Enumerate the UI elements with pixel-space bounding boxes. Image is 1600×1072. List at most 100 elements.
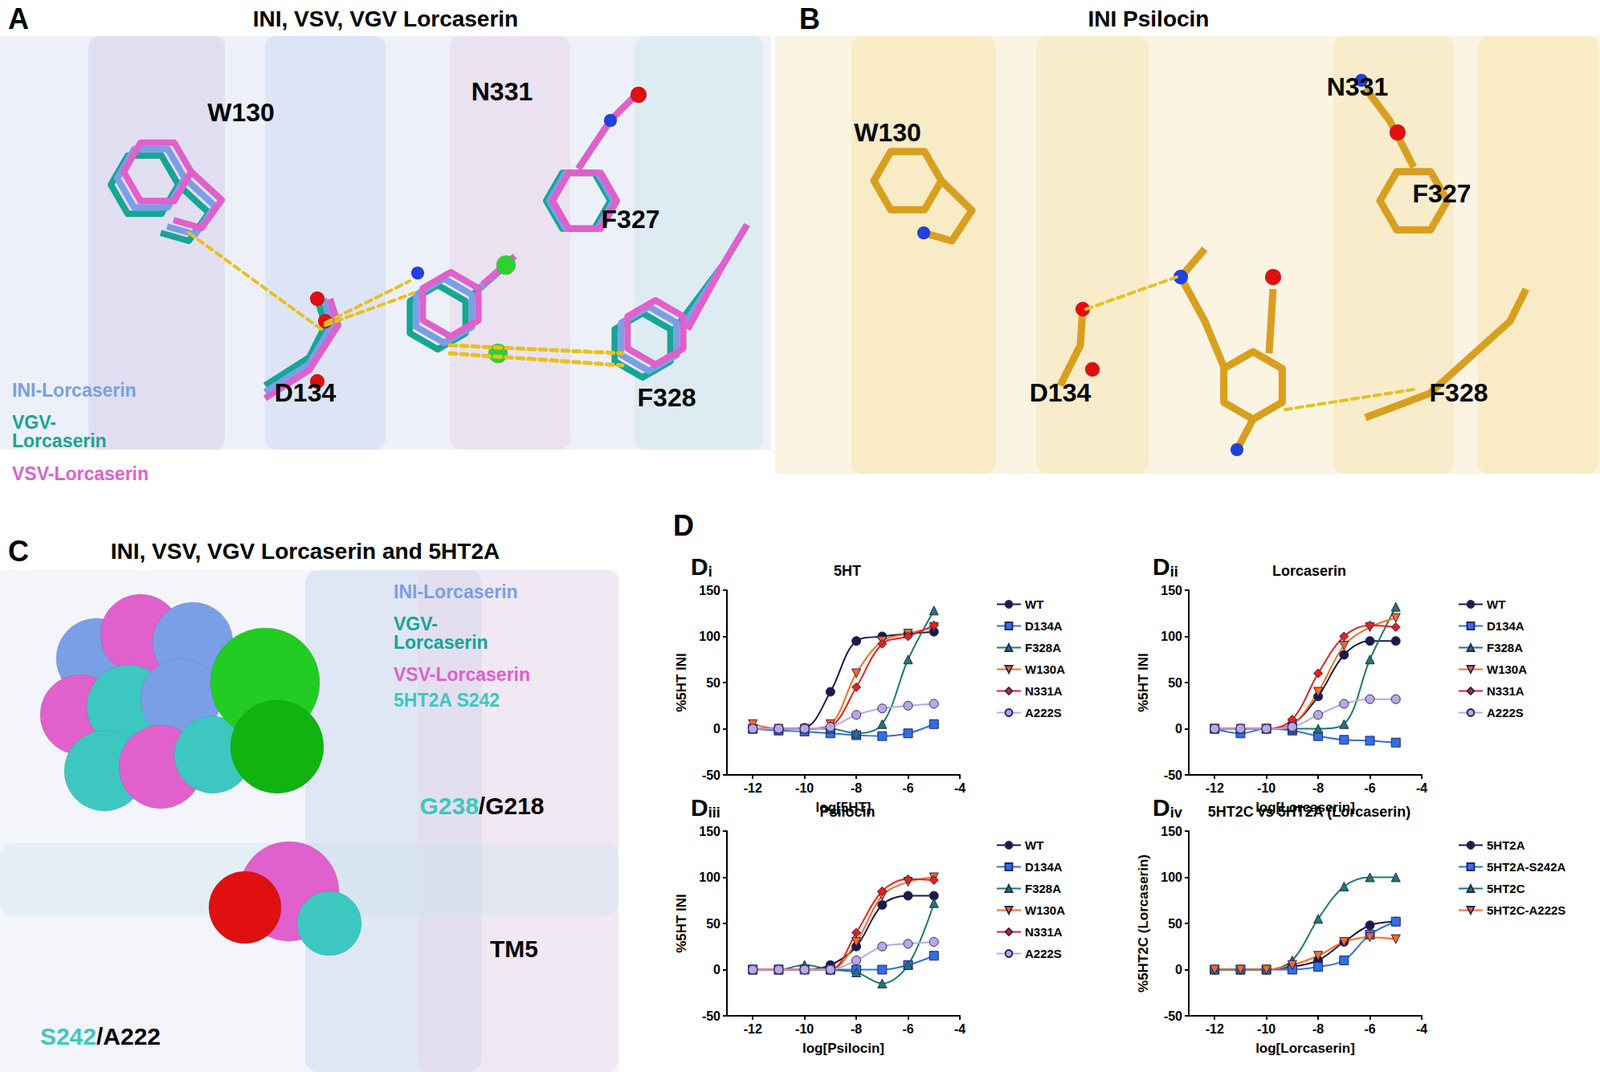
svg-text:D134A: D134A: [1486, 619, 1525, 633]
svg-text:D: D: [1152, 794, 1171, 821]
svg-text:-10: -10: [1257, 781, 1276, 796]
svg-text:INI-Lorcaserin: INI-Lorcaserin: [393, 581, 519, 603]
svg-text:%5HT INI: %5HT INI: [673, 653, 690, 713]
svg-text:F328A: F328A: [1024, 640, 1062, 655]
svg-text:B: B: [799, 2, 821, 36]
svg-text:WT: WT: [1024, 597, 1044, 612]
svg-text:5HT2C: 5HT2C: [1486, 881, 1526, 896]
svg-text:-4: -4: [954, 781, 966, 796]
svg-text:%5HT2C (Lorcaserin): %5HT2C (Lorcaserin): [1135, 854, 1152, 993]
svg-text:5HT2A S242: 5HT2A S242: [393, 689, 500, 711]
svg-text:150: 150: [698, 583, 721, 598]
svg-text:-6: -6: [1363, 1022, 1376, 1037]
svg-text:-4: -4: [954, 1022, 966, 1037]
svg-text:50: 50: [1167, 917, 1183, 931]
svg-text:/A222: /A222: [96, 1023, 161, 1050]
svg-text:-10: -10: [795, 1022, 814, 1037]
svg-text:0: 0: [713, 722, 721, 736]
svg-text:D134A: D134A: [1024, 860, 1063, 874]
svg-text:TM5: TM5: [489, 935, 539, 963]
svg-text:D: D: [690, 794, 709, 821]
svg-text:A: A: [8, 2, 29, 36]
svg-text:ii: ii: [1170, 563, 1179, 580]
svg-text:/G218: /G218: [478, 792, 545, 820]
svg-text:Psilocin: Psilocin: [819, 804, 875, 821]
svg-text:C: C: [8, 534, 29, 568]
svg-text:%5HT INI: %5HT INI: [1135, 653, 1152, 713]
svg-text:100: 100: [698, 870, 721, 885]
svg-text:Lorcaserin: Lorcaserin: [1272, 563, 1347, 580]
svg-text:W130: W130: [207, 97, 275, 127]
svg-text:-4: -4: [1416, 781, 1428, 796]
svg-text:5HT: 5HT: [833, 563, 862, 580]
svg-text:log[Lorcaserin]: log[Lorcaserin]: [1255, 1040, 1356, 1057]
svg-text:150: 150: [1160, 824, 1183, 839]
svg-text:%5HT INI: %5HT INI: [673, 893, 690, 954]
svg-text:5HT2A: 5HT2A: [1486, 838, 1526, 853]
svg-text:D134: D134: [274, 378, 337, 408]
svg-text:-12: -12: [743, 781, 763, 796]
svg-text:150: 150: [698, 824, 721, 839]
svg-text:50: 50: [706, 676, 721, 690]
svg-text:-8: -8: [1312, 781, 1324, 796]
svg-text:-8: -8: [850, 781, 862, 796]
svg-text:WT: WT: [1024, 838, 1044, 853]
svg-text:N331: N331: [1326, 72, 1389, 102]
svg-text:5HT2A-S242A: 5HT2A-S242A: [1486, 860, 1567, 874]
svg-text:F328A: F328A: [1486, 640, 1523, 655]
svg-text:-50: -50: [702, 768, 721, 783]
svg-text:Lorcaserin: Lorcaserin: [12, 430, 107, 452]
svg-text:-50: -50: [702, 1009, 721, 1024]
svg-text:S242: S242: [40, 1023, 97, 1050]
svg-text:0: 0: [1175, 963, 1183, 977]
svg-text:G238: G238: [419, 792, 478, 820]
svg-text:iv: iv: [1170, 804, 1183, 821]
svg-text:VSV-Lorcaserin: VSV-Lorcaserin: [12, 463, 149, 485]
svg-text:Lorcaserin: Lorcaserin: [393, 632, 489, 654]
svg-text:INI, VSV, VGV Lorcaserin and 5: INI, VSV, VGV Lorcaserin and 5HT2A: [110, 538, 500, 564]
svg-text:D: D: [690, 553, 709, 580]
svg-text:i: i: [708, 563, 713, 580]
svg-text:0: 0: [1175, 722, 1183, 736]
svg-text:N331A: N331A: [1024, 925, 1063, 939]
svg-text:-6: -6: [902, 1022, 914, 1037]
svg-text:D: D: [1152, 553, 1171, 580]
svg-text:-50: -50: [1163, 768, 1183, 783]
svg-text:A222S: A222S: [1486, 706, 1524, 720]
svg-text:5HT2C vs 5HT2A (Lorcaserin): 5HT2C vs 5HT2A (Lorcaserin): [1208, 804, 1411, 821]
svg-text:-12: -12: [743, 1022, 763, 1037]
svg-text:INI, VSV, VGV Lorcaserin: INI, VSV, VGV Lorcaserin: [253, 6, 519, 32]
svg-text:W130A: W130A: [1024, 903, 1066, 918]
svg-text:150: 150: [1160, 583, 1183, 598]
svg-text:log[Psilocin]: log[Psilocin]: [802, 1040, 885, 1057]
svg-text:N331A: N331A: [1024, 684, 1063, 698]
svg-text:F328A: F328A: [1024, 881, 1062, 896]
svg-text:0: 0: [713, 963, 721, 977]
svg-text:F328: F328: [637, 383, 697, 413]
svg-text:W130: W130: [853, 118, 922, 147]
svg-text:F328: F328: [1429, 378, 1489, 408]
svg-text:-8: -8: [850, 1022, 862, 1037]
svg-text:iii: iii: [708, 804, 721, 821]
svg-text:D: D: [673, 509, 694, 543]
svg-text:100: 100: [1160, 629, 1183, 644]
svg-text:N331A: N331A: [1486, 684, 1525, 698]
svg-text:-4: -4: [1416, 1022, 1428, 1037]
svg-text:-6: -6: [902, 781, 914, 796]
svg-text:A222S: A222S: [1024, 946, 1062, 961]
svg-text:50: 50: [1167, 676, 1183, 690]
svg-text:N331: N331: [471, 77, 534, 107]
svg-text:50: 50: [706, 917, 721, 931]
svg-text:F327: F327: [601, 204, 661, 234]
svg-text:-6: -6: [1363, 781, 1376, 796]
svg-text:-10: -10: [795, 781, 814, 796]
svg-text:5HT2C-A222S: 5HT2C-A222S: [1486, 903, 1566, 918]
svg-text:A222S: A222S: [1024, 706, 1062, 720]
svg-text:W130A: W130A: [1024, 662, 1066, 677]
svg-text:-10: -10: [1257, 1022, 1276, 1037]
svg-text:VSV-Lorcaserin: VSV-Lorcaserin: [393, 664, 531, 686]
svg-text:D134A: D134A: [1024, 619, 1063, 633]
svg-text:-8: -8: [1312, 1022, 1324, 1037]
svg-text:-12: -12: [1205, 781, 1225, 796]
svg-text:WT: WT: [1486, 597, 1506, 612]
